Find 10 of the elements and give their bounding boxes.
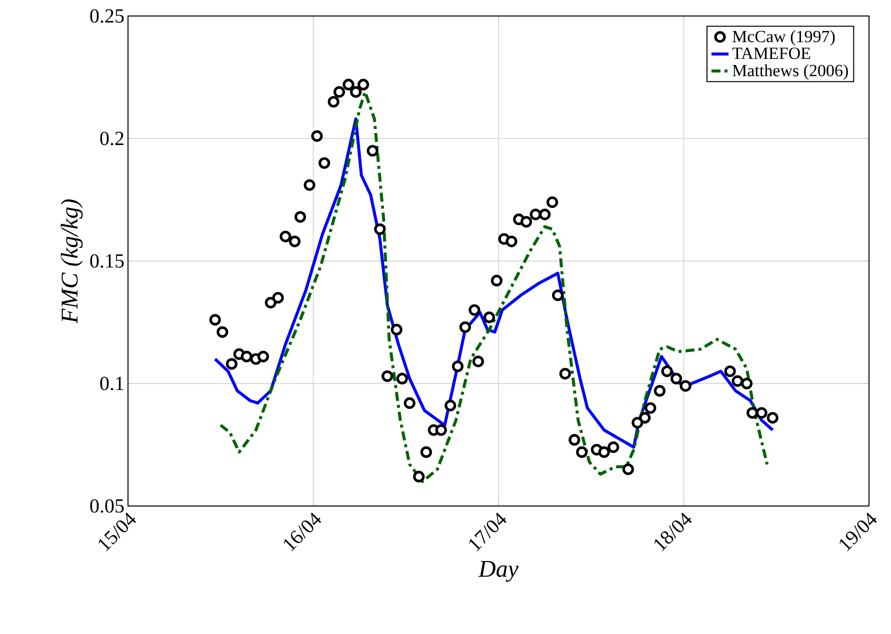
y-tick-label: 0.1 xyxy=(100,376,124,390)
y-tick-label: 0.05 xyxy=(90,499,124,513)
legend-label: McCaw (1997) xyxy=(732,30,835,46)
legend-label: TAMEFOE xyxy=(732,48,810,60)
y-tick-label: 0.25 xyxy=(90,9,124,23)
x-axis-title: Day xyxy=(478,560,518,582)
y-axis-title: FMC (kg/kg) xyxy=(60,199,83,324)
y-tick-label: 0.2 xyxy=(100,132,124,146)
y-tick-label: 0.15 xyxy=(90,254,124,268)
legend-label: Matthews (2006) xyxy=(732,64,848,80)
